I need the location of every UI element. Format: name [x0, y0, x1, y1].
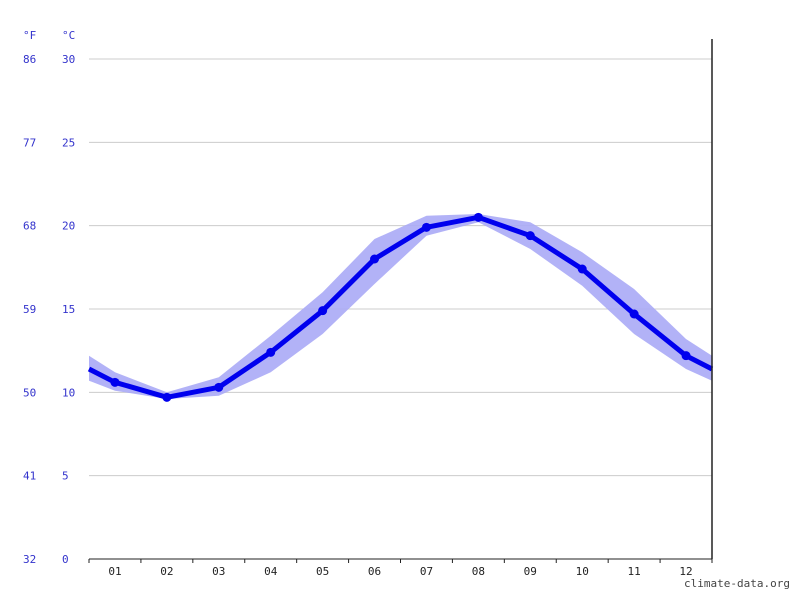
data-point-03: [214, 382, 224, 392]
y-tick-label-c: 10: [62, 386, 75, 399]
y-tick-label-f: 77: [23, 136, 36, 149]
y-tick-label-c: 20: [62, 220, 75, 233]
data-point-04: [266, 347, 276, 357]
x-tick-label-06: 06: [368, 565, 381, 578]
data-point-02: [162, 392, 172, 402]
y-tick-label-c: 30: [62, 53, 75, 66]
x-tick-label-11: 11: [628, 565, 641, 578]
unit-label-celsius: °C: [62, 29, 75, 42]
y-tick-label-f: 59: [23, 303, 36, 316]
y-tick-label-c: 15: [62, 303, 75, 316]
y-tick-label-f: 50: [23, 386, 36, 399]
grid-lines: [89, 58, 712, 477]
y-tick-label-f: 86: [23, 53, 36, 66]
data-point-05: [318, 306, 328, 316]
y-tick-label-f: 41: [23, 470, 36, 483]
x-tick-label-08: 08: [472, 565, 485, 578]
data-point-11: [629, 309, 639, 319]
x-tick-label-01: 01: [108, 565, 121, 578]
temperature-range-band: [89, 214, 712, 399]
y-tick-label-c: 25: [62, 136, 75, 149]
x-tick-label-10: 10: [576, 565, 589, 578]
x-tick-label-09: 09: [524, 565, 537, 578]
x-tick-label-12: 12: [679, 565, 692, 578]
y-tick-label-c: 5: [62, 470, 69, 483]
data-point-09: [525, 231, 535, 241]
y-tick-label-f: 32: [23, 553, 36, 566]
x-tick-label-03: 03: [212, 565, 225, 578]
data-point-12: [681, 351, 691, 361]
y-tick-label-f: 68: [23, 220, 36, 233]
axes: [88, 39, 713, 563]
data-point-06: [370, 254, 380, 264]
y-tick-label-c: 0: [62, 553, 69, 566]
x-tick-label-04: 04: [264, 565, 278, 578]
x-tick-labels: 01 02 03 04 05 06 07 08 09 10 11 12: [108, 565, 692, 578]
unit-label-fahrenheit: °F: [23, 29, 36, 42]
watermark-text: climate-data.org: [684, 577, 790, 590]
data-point-07: [421, 222, 431, 232]
data-point-08: [473, 212, 483, 222]
y-tick-labels: 32 0 41 5 50 10 59 15 68 20 77 25 86 30: [23, 53, 75, 566]
data-points: [110, 212, 691, 402]
data-point-10: [577, 264, 587, 274]
temperature-series-line: [87, 214, 714, 400]
x-tick-label-05: 05: [316, 565, 329, 578]
x-tick-label-02: 02: [160, 565, 173, 578]
x-tick-label-07: 07: [420, 565, 433, 578]
data-point-01: [110, 377, 120, 387]
